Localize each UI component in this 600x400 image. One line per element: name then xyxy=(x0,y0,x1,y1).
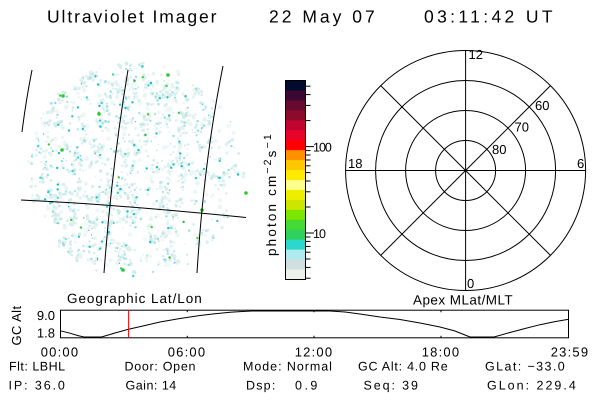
svg-text:22 May 07: 22 May 07 xyxy=(269,7,378,27)
svg-text:00:00: 00:00 xyxy=(41,345,80,360)
svg-text:12: 12 xyxy=(469,47,483,62)
svg-text:Flt: LBHL: Flt: LBHL xyxy=(9,360,66,374)
svg-text:18: 18 xyxy=(348,156,362,171)
svg-text:Geographic Lat/Lon: Geographic Lat/Lon xyxy=(67,291,203,306)
svg-text:Seq: 39: Seq: 39 xyxy=(364,379,420,393)
svg-text:Door: Open: Door: Open xyxy=(125,360,197,374)
svg-text:GC Alt: 4.0 Re: GC Alt: 4.0 Re xyxy=(358,360,448,374)
svg-text:03:11:42 UT: 03:11:42 UT xyxy=(424,7,556,27)
svg-text:100: 100 xyxy=(313,141,332,155)
svg-text:Mode: Normal: Mode: Normal xyxy=(243,360,333,374)
svg-text:10: 10 xyxy=(313,227,326,241)
svg-text:70: 70 xyxy=(515,120,529,135)
svg-text:Ultraviolet Imager: Ultraviolet Imager xyxy=(47,7,218,27)
svg-text:GLon: 229.4: GLon: 229.4 xyxy=(487,379,578,393)
svg-text:Dsp:: Dsp: xyxy=(246,379,277,393)
svg-text:23:59: 23:59 xyxy=(551,345,590,360)
svg-text:0.9: 0.9 xyxy=(295,379,320,393)
svg-text:80: 80 xyxy=(492,142,506,157)
svg-text:12:00: 12:00 xyxy=(295,345,334,360)
svg-text:06:00: 06:00 xyxy=(168,345,207,360)
svg-text:18:00: 18:00 xyxy=(422,345,461,360)
svg-text:GLat: −33.0: GLat: −33.0 xyxy=(485,360,566,374)
svg-text:9.0: 9.0 xyxy=(37,308,55,323)
svg-text:GC Alt: GC Alt xyxy=(9,306,24,346)
svg-text:1.8: 1.8 xyxy=(37,326,55,341)
svg-text:0: 0 xyxy=(467,276,474,291)
svg-text:6: 6 xyxy=(577,156,584,171)
svg-text:60: 60 xyxy=(535,98,549,113)
svg-text:Gain: 14: Gain: 14 xyxy=(126,379,177,393)
svg-text:IP: 36.0: IP: 36.0 xyxy=(9,379,67,393)
svg-text:photon cm−2s−1: photon cm−2s−1 xyxy=(262,132,279,256)
svg-text:Apex MLat/MLT: Apex MLat/MLT xyxy=(413,293,513,308)
